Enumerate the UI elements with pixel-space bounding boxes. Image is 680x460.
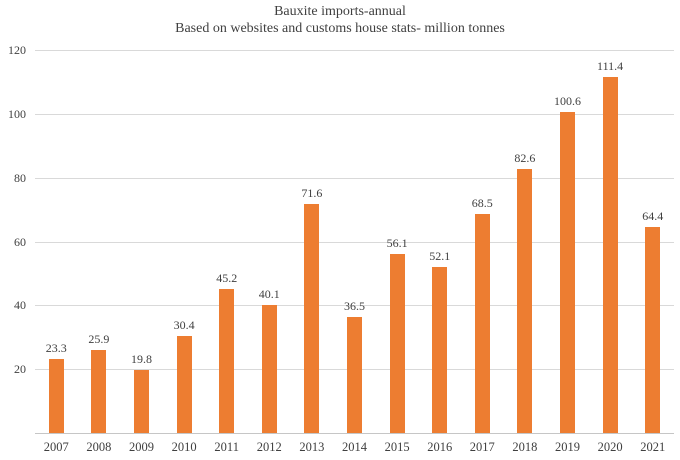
bar-value-label: 30.4 (173, 317, 195, 332)
x-tick-label: 2015 (384, 440, 410, 454)
bar-value-label: 56.1 (386, 235, 408, 250)
bar-2017 (474, 214, 490, 433)
gridline (35, 241, 674, 243)
x-tick-label: 2013 (299, 440, 325, 454)
y-tick-label: 120 (8, 43, 26, 57)
bar-value-label: 64.4 (642, 209, 664, 224)
x-tick-label: 2010 (171, 440, 197, 454)
x-tick-label: 2012 (256, 440, 282, 454)
y-tick-label: 20 (14, 362, 26, 377)
gridline (35, 177, 674, 179)
bar-2010 (176, 335, 192, 433)
x-tick-label: 2020 (597, 440, 623, 454)
bar-2015 (389, 253, 405, 433)
bar-2016 (432, 266, 448, 433)
bar-2011 (219, 288, 235, 433)
bar-2009 (134, 369, 149, 433)
x-tick-label: 2019 (554, 440, 580, 454)
bar-value-label: 68.5 (471, 196, 493, 211)
bar-2020 (602, 77, 618, 433)
bar-2008 (91, 350, 107, 433)
bar-value-label: 111.4 (597, 59, 624, 74)
bar-value-label: 100.6 (553, 93, 581, 108)
gridline (35, 50, 674, 51)
x-tick-label: 2016 (427, 440, 453, 454)
y-tick-label: 40 (14, 298, 26, 313)
gridline (35, 305, 674, 307)
bar-value-label: 40.1 (258, 287, 280, 301)
x-axis-line (35, 433, 674, 434)
bar-2018 (517, 169, 533, 433)
x-tick-label: 2017 (469, 440, 495, 454)
bar-value-label: 52.1 (429, 248, 451, 263)
x-tick-label: 2009 (128, 440, 154, 454)
bar-value-label: 36.5 (343, 298, 365, 313)
x-tick-label: 2007 (43, 440, 69, 454)
x-tick-label: 2021 (640, 440, 666, 454)
bar-2021 (645, 227, 661, 433)
bar-value-label: 23.3 (45, 340, 67, 355)
chart-subtitle: Based on websites and customs house stat… (175, 21, 505, 36)
bar-2013 (304, 204, 320, 433)
bar-2012 (261, 305, 277, 433)
bar-value-label: 45.2 (216, 270, 238, 285)
x-tick-label: 2008 (86, 440, 112, 454)
bar-value-label: 71.6 (301, 186, 323, 201)
bar-2007 (48, 358, 64, 433)
y-tick-label: 100 (8, 106, 26, 121)
chart-title: Bauxite imports-annual (274, 4, 406, 19)
x-tick-label: 2011 (214, 440, 239, 454)
gridline (35, 113, 674, 115)
bar-2014 (347, 316, 362, 433)
x-tick-label: 2014 (341, 440, 367, 454)
bar-value-label: 82.6 (514, 151, 536, 166)
bar-value-label: 19.8 (130, 351, 152, 366)
x-tick-label: 2018 (512, 440, 538, 454)
bar-2019 (560, 111, 575, 433)
y-tick-label: 80 (14, 170, 26, 185)
y-tick-label: 60 (14, 234, 26, 249)
bar-value-label: 25.9 (88, 332, 110, 347)
